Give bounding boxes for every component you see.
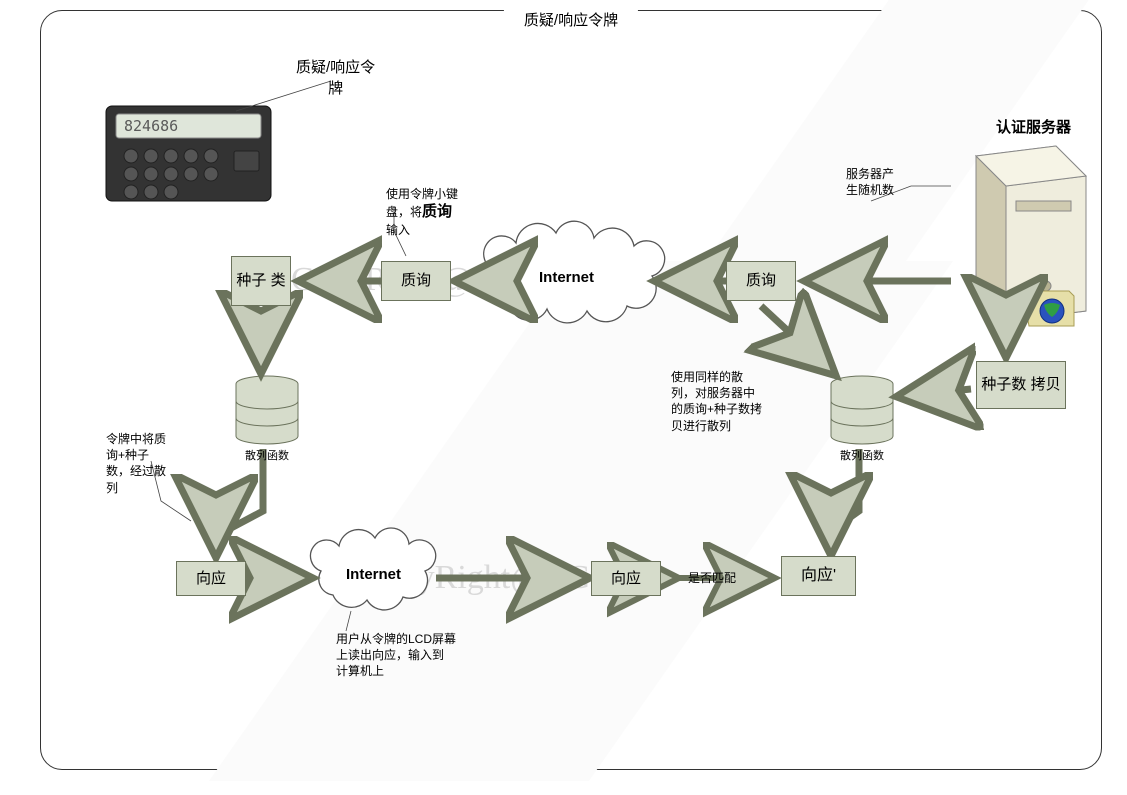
node-response-mid: 向应	[591, 561, 661, 596]
anno-clienthash: 令牌中将质 询+种子 数，经过散 列	[106, 431, 196, 496]
node-challenge-server: 质询	[726, 261, 796, 301]
token-label: 质疑/响应令 牌	[296, 56, 375, 98]
server-icon	[976, 146, 1086, 326]
page-title: 质疑/响应令牌	[504, 9, 638, 30]
node-response-client: 向应	[176, 561, 246, 596]
node-seed-copy: 种子数 拷贝	[976, 361, 1066, 409]
anno-serverhash: 使用同样的散 列，对服务器中 的质询+种子数拷 贝进行散列	[671, 369, 791, 434]
arrow-db-to-responseC	[216, 449, 263, 551]
match-label: 是否匹配	[688, 569, 736, 586]
diagram-svg: 824686	[41, 11, 1101, 769]
node-challenge-client: 质询	[381, 261, 451, 301]
token-device-icon: 824686	[106, 106, 271, 201]
db-server-label: 散列函数	[834, 447, 890, 463]
diagram-frame: 质疑/响应令牌 CopyRight@OG CopyRight@OG 824686	[40, 10, 1102, 770]
arrow-db-to-responseS	[831, 449, 859, 549]
internet-label-bottom: Internet	[346, 566, 401, 583]
svg-text:824686: 824686	[124, 117, 178, 135]
server-label: 认证服务器	[996, 116, 1071, 137]
anno-servergen: 服务器产 生随机数	[846, 166, 916, 198]
node-response-server: 向应'	[781, 556, 856, 596]
node-seed-class: 种子 类	[231, 256, 291, 306]
arrow-seedcopy-to-db	[903, 389, 971, 396]
arrow-challengeS-to-db	[761, 306, 831, 371]
db-client-label: 散列函数	[239, 447, 295, 463]
anno-userreads: 用户从令牌的LCD屏幕 上读出向应，输入到 计算机上	[336, 631, 496, 680]
db-client-icon	[236, 376, 298, 444]
anno-keypad: 使用令牌小键 盘，将质询 输入	[386, 186, 496, 239]
db-server-icon	[831, 376, 893, 444]
leader-userreads	[346, 611, 351, 631]
internet-label-top: Internet	[539, 269, 594, 286]
